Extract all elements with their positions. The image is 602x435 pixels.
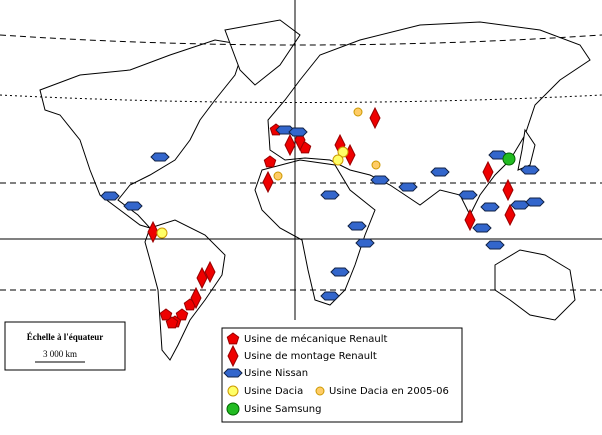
greenland: [224, 19, 301, 86]
legend-frame: [221, 327, 463, 423]
assembly-plant: [147, 220, 159, 244]
scale-box: Échelle à l'équateur 3 000 km: [4, 321, 126, 371]
scale-distance: 3 000 km: [43, 349, 77, 359]
nissan-plant: [223, 368, 243, 378]
dacia-plant-planned: [353, 107, 363, 117]
nissan-plant: [525, 197, 545, 207]
nissan-plant: [320, 190, 340, 200]
nissan-plant: [355, 238, 375, 248]
mechanical-plant: [159, 308, 173, 321]
legend-label: Usine Samsung: [244, 404, 321, 415]
legend: Usine de mécanique Renault Usine de mont…: [221, 327, 463, 423]
nissan-plant: [472, 223, 492, 233]
legend-label: Usine de montage Renault: [244, 351, 377, 362]
assembly-plant: [262, 170, 274, 194]
latitude-line: [0, 34, 602, 46]
nissan-plant: [485, 240, 505, 250]
nissan-plant: [288, 127, 308, 137]
nissan-plant: [370, 175, 390, 185]
assembly-plant: [284, 133, 296, 157]
north-america: [39, 39, 246, 230]
graticule: [0, 0, 602, 320]
mechanical-plant: [263, 155, 277, 168]
nissan-plant: [347, 221, 367, 231]
samsung-plant: [502, 152, 516, 166]
nissan-plant: [320, 291, 340, 301]
dacia-plant: [332, 154, 344, 166]
legend-label: Usine Nissan: [244, 368, 308, 379]
australia: [494, 249, 576, 321]
assembly-plant: [369, 106, 381, 130]
factory-markers: [100, 106, 545, 329]
assembly-plant: [464, 208, 476, 232]
assembly-plant: [196, 266, 208, 290]
assembly-plant: [204, 260, 216, 284]
legend-label: Usine Dacia en 2005-06: [329, 386, 449, 397]
nissan-plant: [150, 152, 170, 162]
nissan-plant: [458, 190, 478, 200]
nissan-plant: [430, 167, 450, 177]
assembly-plant: [190, 286, 202, 310]
nissan-plant: [480, 202, 500, 212]
nissan-plant: [330, 267, 350, 277]
nissan-plant: [100, 191, 120, 201]
dacia-plant: [156, 227, 168, 239]
dacia-plant: [337, 146, 349, 158]
legend-label: Usine de mécanique Renault: [244, 333, 388, 345]
mechanical-plant: [165, 316, 179, 329]
assembly-plant: [504, 203, 516, 227]
arctic-circle: [0, 94, 602, 103]
dacia-plant-planned: [273, 171, 283, 181]
nissan-plant: [398, 182, 418, 192]
scale-title: Échelle à l'équateur: [27, 332, 104, 342]
assembly-plant: [227, 344, 239, 368]
legend-label: Usine Dacia: [244, 386, 303, 397]
assembly-plant: [482, 160, 494, 184]
dacia-plant: [227, 385, 239, 397]
mechanical-plant: [226, 332, 240, 345]
nissan-plant: [123, 201, 143, 211]
assembly-plant: [502, 178, 514, 202]
nissan-plant: [520, 165, 540, 175]
scale-frame: [4, 321, 126, 371]
dacia-plant-planned: [371, 160, 381, 170]
samsung-plant: [226, 402, 240, 416]
dacia-plant-planned: [315, 386, 325, 396]
mechanical-plant: [175, 308, 189, 321]
